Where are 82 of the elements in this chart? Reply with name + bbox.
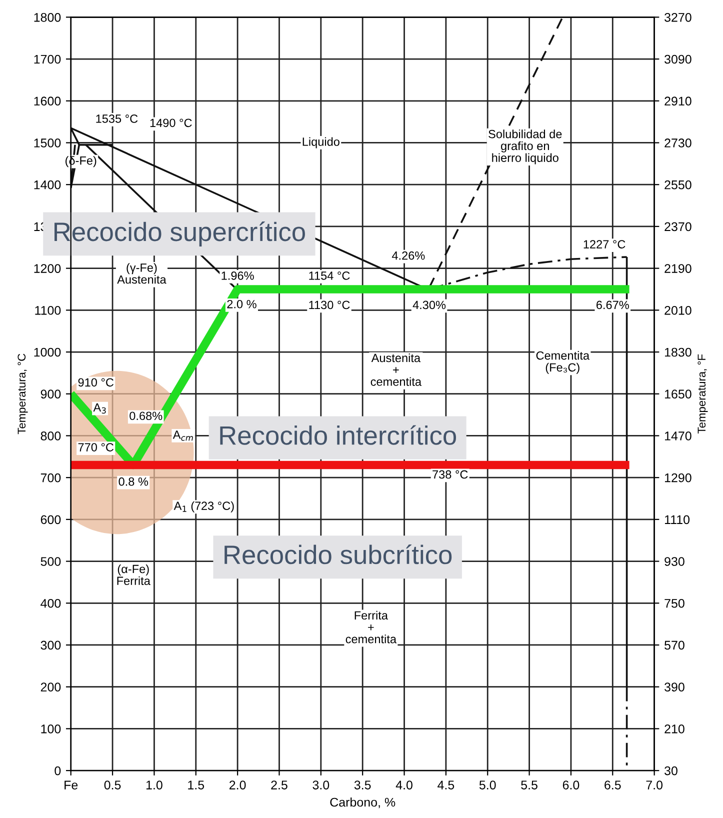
annotation: 1154 °C <box>309 271 350 280</box>
y2-tick-label: 30 <box>664 766 678 776</box>
annotation: Cementita (Fe₃C) <box>536 351 590 374</box>
annotation: 1227 °C <box>584 240 626 248</box>
x-tick-label: 6.0 <box>562 780 580 790</box>
y-tick-label: 900 <box>40 390 61 399</box>
annotation: A$_{1}$ (723 °C) <box>174 501 234 512</box>
y-tick-label: 300 <box>40 640 61 650</box>
x-tick-label: 3.5 <box>354 780 371 790</box>
annotation: 1490 °C <box>150 118 192 128</box>
y2-tick-label: 2010 <box>664 306 692 315</box>
annotation: 4.30% <box>412 300 446 310</box>
annotation: 0.68% <box>130 412 162 420</box>
y-tick-label: 200 <box>40 682 61 692</box>
annotation: 2.0 % <box>227 300 256 308</box>
annotation: 738 °C <box>432 470 468 479</box>
x-tick-label: 7.0 <box>646 780 663 790</box>
y2-tick-label: 570 <box>664 640 684 650</box>
y2-tick-label: 3270 <box>664 12 692 22</box>
y2-tick-label: 930 <box>664 557 684 566</box>
annotation: Recocido subcrítico <box>224 544 452 564</box>
x-tick-label: 4.5 <box>438 780 454 790</box>
y2-tick-label: 1650 <box>664 390 692 399</box>
y-tick-label: 1400 <box>34 180 61 190</box>
y2-tick-label: 750 <box>664 598 684 608</box>
y2-tick-label: 2370 <box>664 222 692 232</box>
annotation: A$_{cm}$ <box>172 430 193 441</box>
y-tick-label: 100 <box>41 724 61 734</box>
y-tick-label: 1200 <box>34 264 61 273</box>
y-tick-label: 600 <box>40 515 61 524</box>
y-tick-label: 500 <box>40 557 61 566</box>
annotation: 910 °C <box>78 378 114 387</box>
x-tick-label: 2.0 <box>230 780 246 790</box>
y2-tick-label: 2190 <box>664 264 692 273</box>
y-tick-label: 400 <box>40 598 61 608</box>
annotation: A$_{3}$ <box>93 403 106 414</box>
annotation: Austenita + cementita <box>370 353 422 386</box>
x-tick-label: 6.5 <box>604 780 621 790</box>
x-axis-title: Carbono, % <box>330 797 396 808</box>
y2-tick-label: 1290 <box>664 473 692 482</box>
annotation: (α-Fe) Ferrita <box>117 564 150 586</box>
x-tick-label: 1.0 <box>146 780 162 790</box>
y2-tick-label: 2910 <box>664 96 692 106</box>
annotation: 0.8 % <box>118 477 148 486</box>
y-tick-label: 1700 <box>34 54 61 64</box>
y-tick-label: 1800 <box>34 12 61 22</box>
y-tick-label: 1500 <box>34 138 61 148</box>
x-tick-label: 5.0 <box>479 780 496 790</box>
annotation: 1130 °C <box>309 300 350 310</box>
annotation: 770 °C <box>78 443 114 452</box>
y2-tick-label: 1830 <box>664 348 692 357</box>
y2-tick-label: 2550 <box>664 180 692 190</box>
x-tick-label: 3.0 <box>312 780 330 790</box>
annotation: Ferrita + cementita <box>346 610 397 644</box>
y2-tick-label: 210 <box>664 724 684 734</box>
x-tick-label: 5.5 <box>521 780 538 790</box>
x-tick-label: 4.0 <box>396 780 412 790</box>
x-tick-label: Fe <box>64 780 78 790</box>
x-tick-label: 2.5 <box>271 780 288 790</box>
annotation: Recocido intercrítico <box>220 425 456 445</box>
y-tick-label: 700 <box>40 473 61 482</box>
y2-tick-label: 1470 <box>664 432 692 440</box>
annotation: Liquido <box>302 137 340 148</box>
y2-tick-label: 390 <box>664 682 684 692</box>
y2-tick-label: 3090 <box>664 54 692 64</box>
y2-tick-label: 2730 <box>664 138 692 148</box>
annotation: 4.26% <box>392 251 425 260</box>
annotation: (γ-Fe) Austenita <box>117 263 166 284</box>
annotation: 1535 °C <box>96 114 138 123</box>
annotation: Solubilidad de grafito en hierro liquido <box>488 130 562 164</box>
y-tick-label: 1000 <box>34 348 61 357</box>
y-tick-label: 1600 <box>34 96 61 106</box>
y2-axis-title: Temperatura, °F <box>698 354 708 434</box>
y-tick-label: 800 <box>40 432 61 440</box>
y-axis-title: Temperatura, °C <box>18 354 28 434</box>
annotation: 6.67% <box>596 300 629 310</box>
y-tick-label: 0 <box>54 766 61 776</box>
x-tick-label: 1.5 <box>188 780 204 790</box>
y-tick-label: 1100 <box>35 306 61 315</box>
y2-tick-label: 1110 <box>664 515 690 524</box>
x-tick-label: 0.5 <box>104 780 121 790</box>
annotation: 1.96% <box>222 271 254 280</box>
